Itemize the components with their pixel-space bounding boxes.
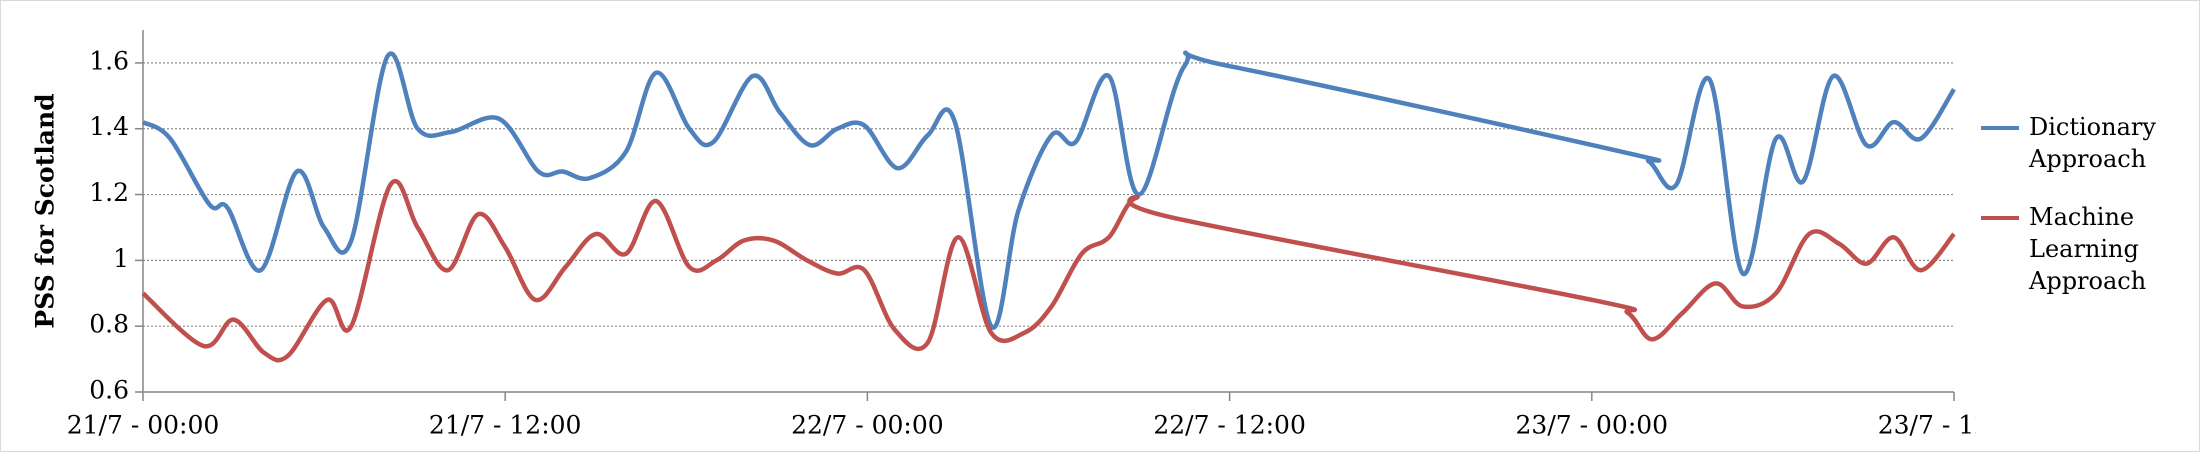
legend-label: Machine Learning Approach (2029, 203, 2147, 295)
x-tick-label: 23/7 - 12:00 (1878, 411, 1976, 440)
legend: Dictionary Approach Machine Learning Appr… (1981, 111, 2196, 323)
y-tick-label: 1 (113, 244, 129, 273)
series-line (141, 179, 1956, 363)
x-tick-label: 21/7 - 00:00 (67, 411, 220, 440)
legend-swatch (1981, 216, 2019, 220)
x-tick-label: 22/7 - 00:00 (791, 411, 944, 440)
x-tick-label: 22/7 - 12:00 (1153, 411, 1306, 440)
legend-item: Machine Learning Approach (1981, 201, 2196, 297)
legend-label: Dictionary Approach (2029, 113, 2156, 173)
y-tick-label: 0.6 (89, 376, 129, 405)
x-tick-label: 21/7 - 12:00 (429, 411, 582, 440)
y-tick-label: 1.4 (89, 112, 129, 141)
y-tick-label: 1.2 (89, 178, 129, 207)
legend-item: Dictionary Approach (1981, 111, 2196, 175)
y-tick-label: 0.8 (89, 310, 129, 339)
x-tick-label: 23/7 - 00:00 (1516, 411, 1669, 440)
y-tick-label: 1.6 (89, 46, 129, 75)
y-axis-title: PSS for Scotland (31, 93, 60, 328)
series-line (141, 50, 1956, 330)
legend-swatch (1981, 126, 2019, 130)
chart: PSS for Scotland 0.6 0.8 1 1.2 1.4 1.6 21/7 - … (31, 30, 2030, 440)
